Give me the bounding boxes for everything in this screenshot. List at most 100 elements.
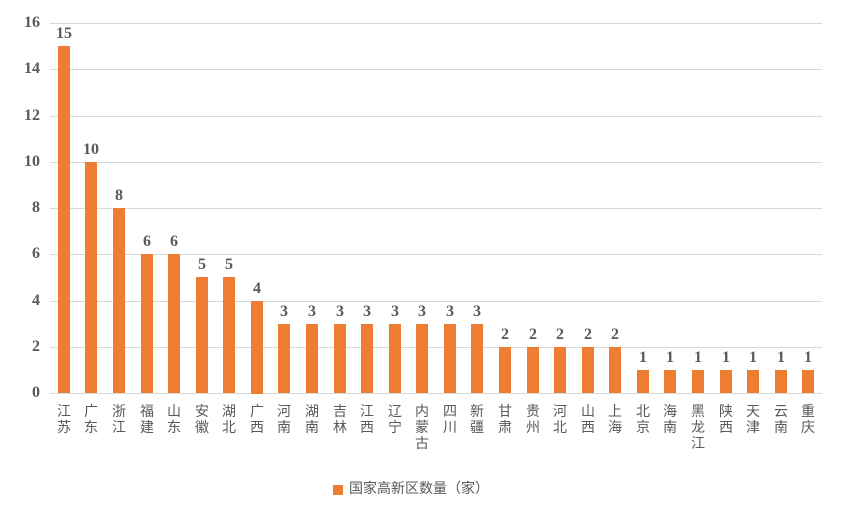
bar-value-label: 15: [56, 25, 72, 42]
x-category-label: 重庆: [801, 405, 815, 436]
x-category-label: 广东: [84, 405, 98, 436]
bar-value-label: 4: [253, 280, 261, 297]
bar: [499, 347, 511, 393]
x-category-label: 上海: [608, 405, 622, 436]
bar: [306, 324, 318, 393]
x-category-label: 新疆: [470, 405, 484, 436]
x-category-label: 吉林: [333, 405, 347, 436]
bar-value-label: 3: [308, 303, 316, 320]
y-gridline: [50, 69, 822, 70]
bar-value-label: 5: [225, 256, 233, 273]
bar: [609, 347, 621, 393]
x-category-label: 内蒙古: [415, 405, 429, 452]
y-tick-label: 8: [32, 199, 40, 216]
bar: [802, 370, 814, 393]
x-category-label: 云南: [774, 405, 788, 436]
bar-value-label: 2: [584, 326, 592, 343]
x-category-label: 河南: [277, 405, 291, 436]
bar: [527, 347, 539, 393]
bar-value-label: 1: [666, 349, 674, 366]
x-category-label: 北京: [636, 405, 650, 436]
bar: [664, 370, 676, 393]
x-category-label: 安徽: [195, 405, 209, 436]
y-tick-label: 0: [32, 384, 40, 401]
bar-value-label: 10: [83, 141, 99, 158]
bar-value-label: 3: [446, 303, 454, 320]
bar-value-label: 2: [501, 326, 509, 343]
bar: [168, 254, 180, 393]
bar: [747, 370, 759, 393]
y-gridline: [50, 162, 822, 163]
y-tick-label: 16: [24, 14, 40, 31]
bar-value-label: 3: [280, 303, 288, 320]
bar: [582, 347, 594, 393]
x-category-label: 广西: [250, 405, 264, 436]
bar-value-label: 8: [115, 187, 123, 204]
y-tick-label: 10: [24, 153, 40, 170]
y-tick-label: 2: [32, 338, 40, 355]
x-category-label: 甘肃: [498, 405, 512, 436]
bar-value-label: 6: [170, 233, 178, 250]
y-gridline: [50, 347, 822, 348]
legend-swatch: [333, 485, 343, 495]
bar-value-label: 2: [529, 326, 537, 343]
y-gridline: [50, 301, 822, 302]
x-category-label: 江苏: [57, 405, 71, 436]
bar: [416, 324, 428, 393]
x-category-label: 河北: [553, 405, 567, 436]
x-axis-line: [50, 393, 822, 394]
x-category-label: 黑龙江: [691, 405, 705, 452]
bar: [692, 370, 704, 393]
bar: [720, 370, 732, 393]
x-category-label: 浙江: [112, 405, 126, 436]
bar: [361, 324, 373, 393]
x-category-label: 海南: [663, 405, 677, 436]
bar-value-label: 3: [391, 303, 399, 320]
bar-value-label: 3: [336, 303, 344, 320]
bar: [58, 46, 70, 393]
x-category-label: 陕西: [719, 405, 733, 436]
y-tick-label: 6: [32, 245, 40, 262]
bar-value-label: 1: [639, 349, 647, 366]
bar: [444, 324, 456, 393]
bar-value-label: 5: [198, 256, 206, 273]
x-category-label: 辽宁: [388, 405, 402, 436]
bar: [196, 277, 208, 393]
bar: [471, 324, 483, 393]
bar-value-label: 2: [611, 326, 619, 343]
y-tick-label: 4: [32, 292, 40, 309]
x-category-label: 福建: [140, 405, 154, 436]
bar: [141, 254, 153, 393]
bar: [251, 301, 263, 394]
bar-value-label: 3: [473, 303, 481, 320]
y-tick-label: 14: [24, 60, 40, 77]
y-gridline: [50, 208, 822, 209]
y-gridline: [50, 254, 822, 255]
y-gridline: [50, 116, 822, 117]
bar-value-label: 1: [749, 349, 757, 366]
x-category-label: 四川: [443, 405, 457, 436]
bar-value-label: 1: [777, 349, 785, 366]
x-category-label: 天津: [746, 405, 760, 436]
bar: [278, 324, 290, 393]
bar-value-label: 1: [694, 349, 702, 366]
legend-label: 国家高新区数量（家）: [349, 482, 489, 497]
bar: [113, 208, 125, 393]
bar-value-label: 2: [556, 326, 564, 343]
bar: [85, 162, 97, 393]
x-category-label: 山东: [167, 405, 181, 436]
bar-value-label: 1: [722, 349, 730, 366]
bar: [334, 324, 346, 393]
bar: [637, 370, 649, 393]
bar: [223, 277, 235, 393]
bar-value-label: 1: [804, 349, 812, 366]
bar-value-label: 6: [143, 233, 151, 250]
x-category-label: 江西: [360, 405, 374, 436]
x-category-label: 湖北: [222, 405, 236, 436]
y-gridline: [50, 23, 822, 24]
bar: [775, 370, 787, 393]
bar-value-label: 3: [418, 303, 426, 320]
x-category-label: 贵州: [526, 405, 540, 436]
